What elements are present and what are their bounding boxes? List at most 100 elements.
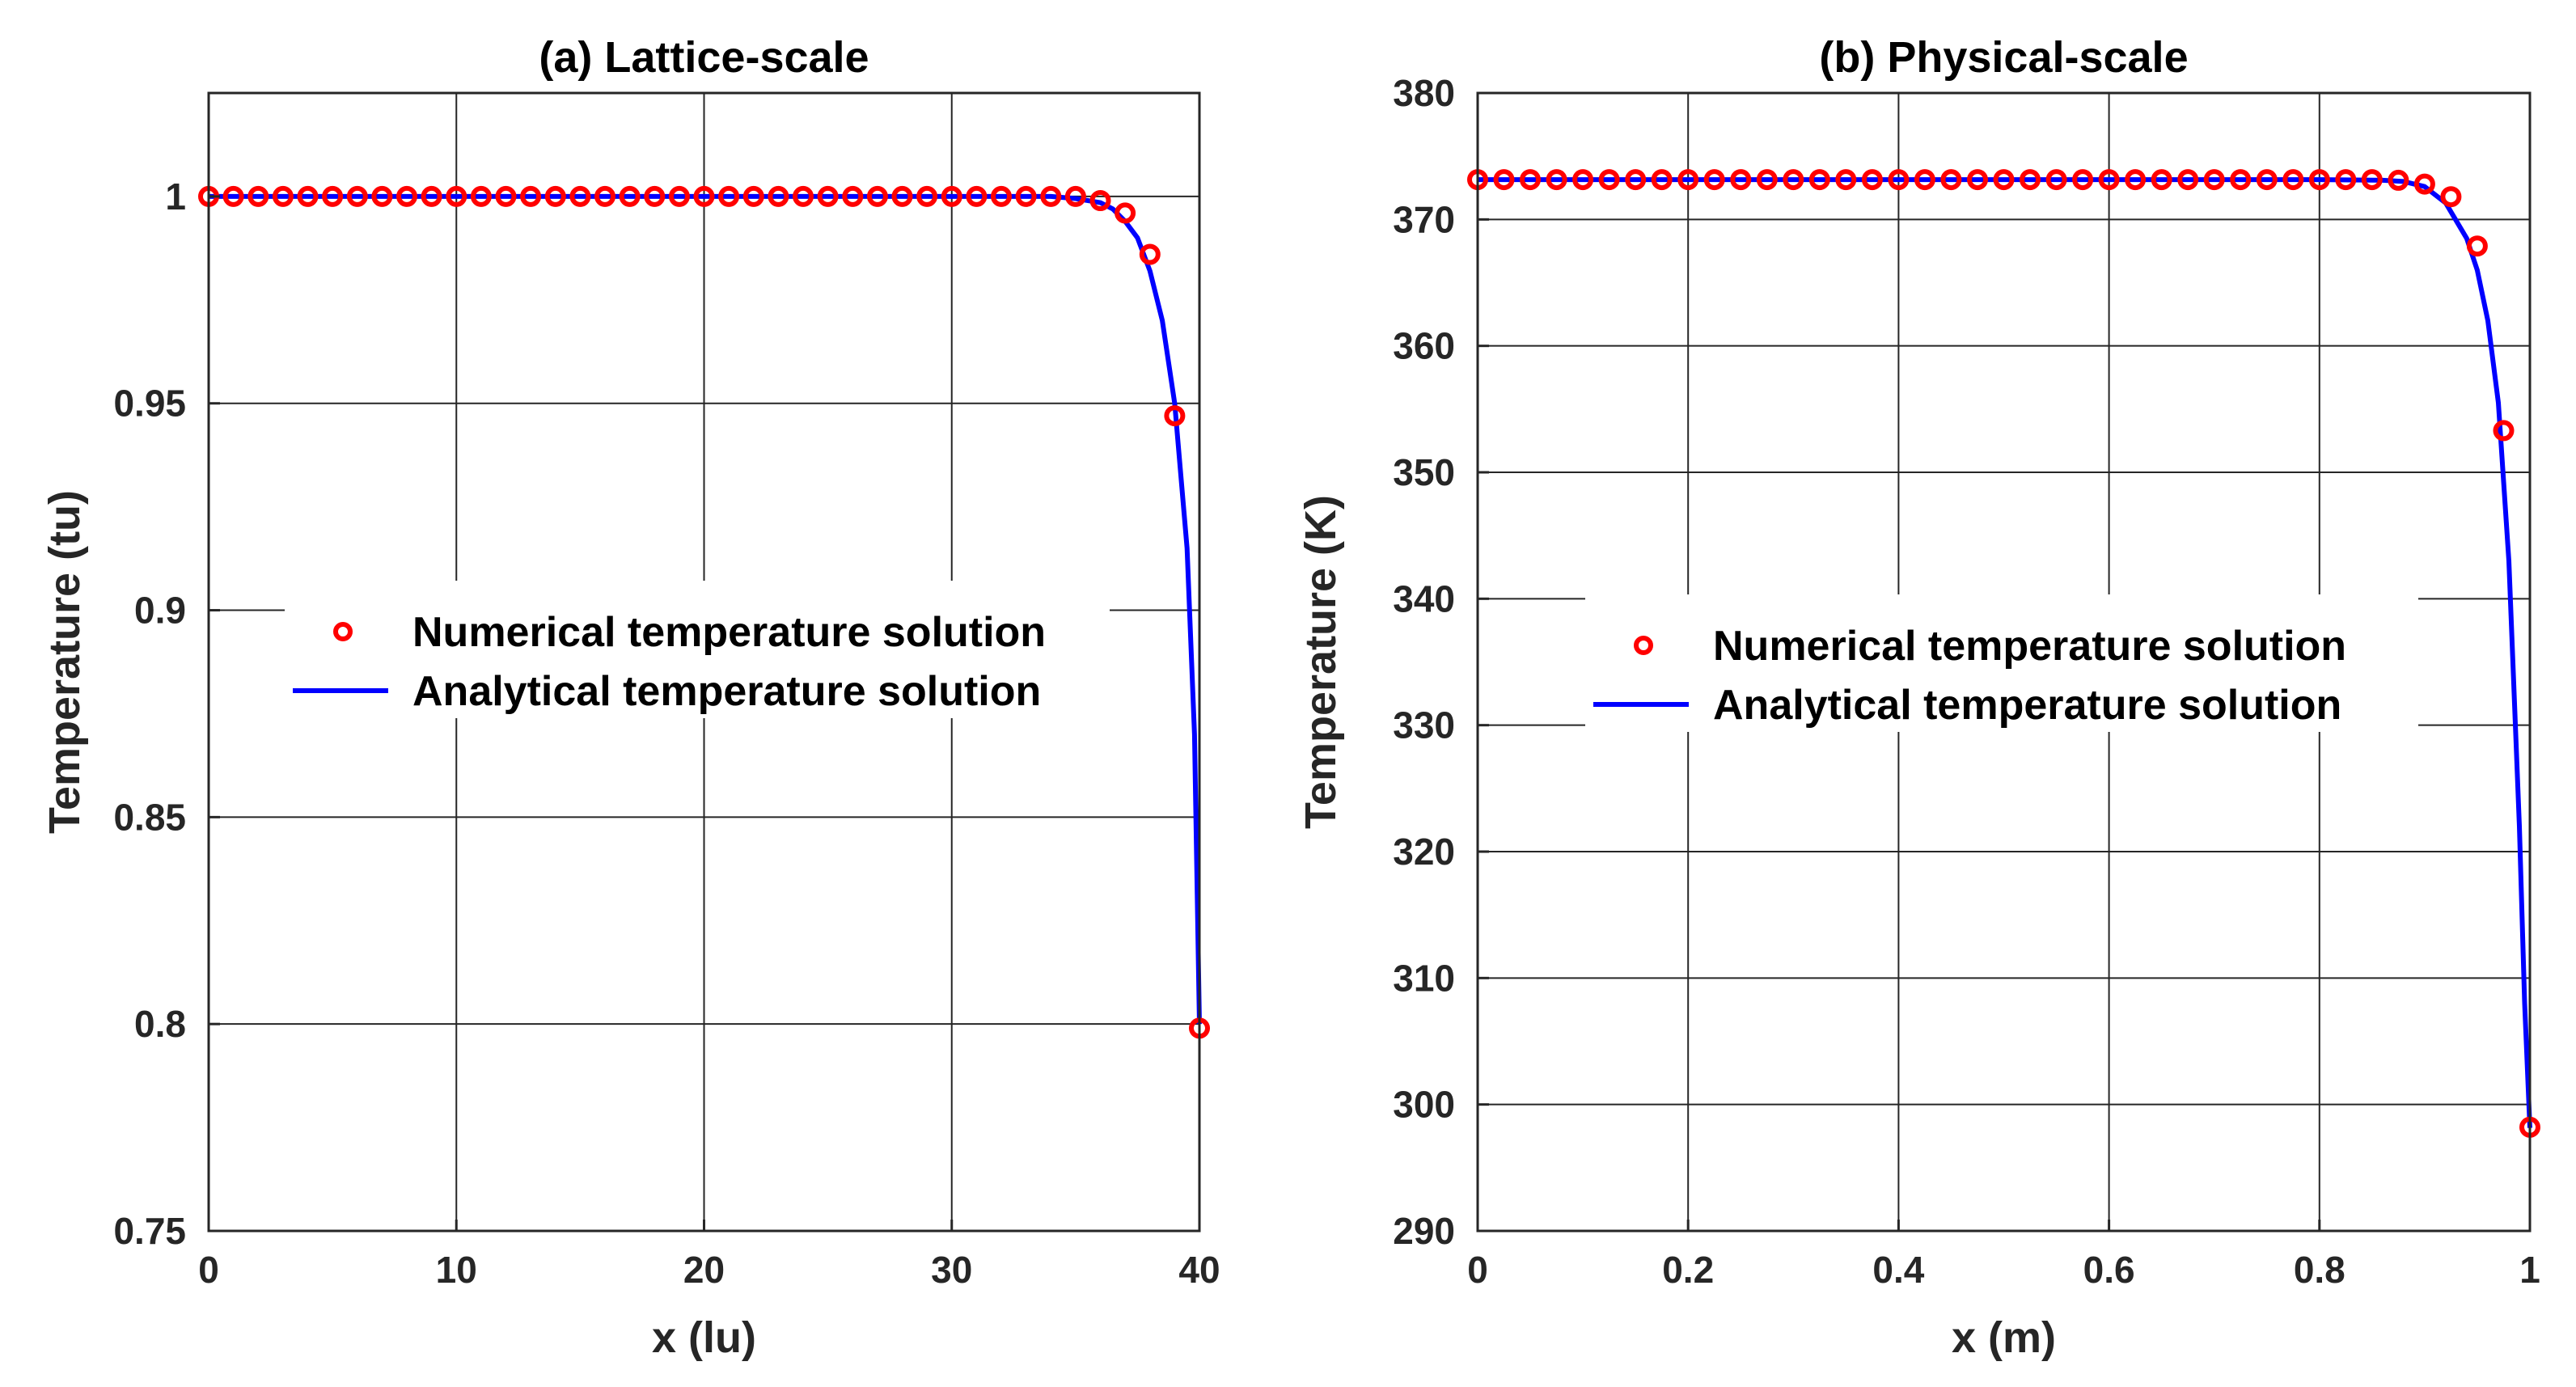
y-tick-label: 0.95 <box>113 383 186 425</box>
y-tick-label: 300 <box>1393 1084 1455 1126</box>
numerical-point <box>668 185 690 207</box>
y-tick-label: 340 <box>1393 577 1455 619</box>
numerical-point <box>520 185 542 207</box>
x-tick-label: 0.6 <box>2083 1249 2135 1291</box>
numerical-point <box>2335 169 2357 191</box>
legend-marker-numerical <box>1634 636 1653 655</box>
chart-title: (b) Physical-scale <box>1819 33 2188 82</box>
numerical-point <box>222 185 244 207</box>
numerical-point <box>941 185 962 207</box>
numerical-point <box>1651 169 1673 191</box>
legend-marker-numerical <box>333 622 353 641</box>
y-tick-label: 320 <box>1393 831 1455 873</box>
numerical-point <box>2440 186 2462 208</box>
numerical-point <box>495 185 517 207</box>
legend: Numerical temperature solution Analytica… <box>285 581 1110 718</box>
numerical-point <box>793 185 814 207</box>
numerical-point <box>322 185 344 207</box>
numerical-point <box>1967 169 1988 191</box>
numerical-point <box>2072 169 2094 191</box>
numerical-point <box>2282 169 2304 191</box>
y-tick-labels: 290 300 310 320 330 340 350 360 370 380 <box>1393 72 1489 1252</box>
numerical-point <box>446 185 467 207</box>
x-axis-label: x (lu) <box>652 1313 756 1362</box>
numerical-point <box>1914 169 1935 191</box>
numerical-point <box>1164 405 1186 427</box>
numerical-point <box>2151 169 2172 191</box>
numerical-point <box>1993 169 2015 191</box>
numerical-point <box>544 185 566 207</box>
y-axis-label: Temperature (tu) <box>40 490 89 834</box>
numerical-point <box>272 185 294 207</box>
x-tick-label: 1 <box>2519 1249 2540 1291</box>
x-tick-label: 10 <box>436 1249 477 1291</box>
y-tick-label: 290 <box>1393 1210 1455 1252</box>
y-tick-label: 0.8 <box>134 1003 186 1045</box>
numerical-point <box>1572 169 1594 191</box>
numerical-point <box>693 185 715 207</box>
x-tick-label: 40 <box>1178 1249 1220 1291</box>
numerical-point <box>1756 169 1778 191</box>
numerical-point <box>2177 169 2199 191</box>
numerical-point <box>817 185 839 207</box>
y-tick-label: 0.85 <box>113 796 186 838</box>
legend-label-numerical: Numerical temperature solution <box>412 609 1046 656</box>
axes-frame <box>1476 91 2532 1233</box>
numerical-point <box>1888 169 1910 191</box>
numerical-point <box>1625 169 1647 191</box>
numerical-point <box>1783 169 1804 191</box>
numerical-point <box>470 185 492 207</box>
numerical-point <box>2230 169 2252 191</box>
numerical-point <box>2045 169 2067 191</box>
numerical-point <box>742 185 764 207</box>
x-tick-label: 30 <box>931 1249 972 1291</box>
numerical-point <box>1493 169 1515 191</box>
numerical-point <box>594 185 615 207</box>
x-tick-label: 0.2 <box>1662 1249 1714 1291</box>
numerical-point <box>1139 243 1161 265</box>
numerical-point <box>1808 169 1830 191</box>
numerical-point <box>247 185 269 207</box>
numerical-point <box>1861 169 1883 191</box>
numerical-point <box>1598 169 1620 191</box>
numerical-point <box>297 185 319 207</box>
numerical-point <box>346 185 368 207</box>
y-tick-label: 0.75 <box>113 1210 186 1252</box>
numerical-point <box>891 185 913 207</box>
x-tick-label: 20 <box>683 1249 725 1291</box>
numerical-point <box>2413 173 2435 195</box>
y-tick-label: 360 <box>1393 325 1455 367</box>
numerical-point <box>1089 190 1111 211</box>
numerical-point <box>1015 185 1037 207</box>
x-tick-label: 0.4 <box>1872 1249 1924 1291</box>
numerical-point <box>2466 235 2488 257</box>
analytical-line <box>209 193 1202 1025</box>
chart-panel-physical-scale: 0 0.2 0.4 0.6 0.8 1 290 300 310 320 330 340 350 360 3… <box>1296 33 2540 1362</box>
x-tick-label: 0.8 <box>2294 1249 2345 1291</box>
legend-label-analytical: Analytical temperature solution <box>1713 682 2341 729</box>
numerical-point <box>842 185 864 207</box>
y-tick-label: 1 <box>165 175 186 218</box>
numerical-point <box>718 185 740 207</box>
numerical-point <box>2308 169 2330 191</box>
legend: Numerical temperature solution Analytica… <box>1585 594 2418 732</box>
numerical-point <box>966 185 988 207</box>
numerical-point <box>1730 169 1752 191</box>
x-axis-label: x (m) <box>1952 1313 2056 1362</box>
x-tick-label: 0 <box>1467 1249 1488 1291</box>
numerical-point <box>2493 420 2515 442</box>
numerical-point <box>2388 169 2409 191</box>
numerical-series <box>198 185 1210 1039</box>
numerical-point <box>866 185 888 207</box>
numerical-point <box>1940 169 1962 191</box>
y-tick-label: 370 <box>1393 198 1455 240</box>
y-tick-label: 330 <box>1393 704 1455 746</box>
numerical-point <box>991 185 1012 207</box>
y-tick-labels: 0.75 0.8 0.85 0.9 0.95 1 <box>113 175 220 1252</box>
numerical-point <box>1064 185 1086 207</box>
legend-label-numerical: Numerical temperature solution <box>1713 623 2346 670</box>
numerical-point <box>916 185 938 207</box>
x-tick-label: 0 <box>198 1249 219 1291</box>
chart-panel-lattice-scale: 0 10 20 30 40 0.75 0.8 0.85 0.9 0.95 1 (a) Lattic… <box>40 33 1220 1362</box>
